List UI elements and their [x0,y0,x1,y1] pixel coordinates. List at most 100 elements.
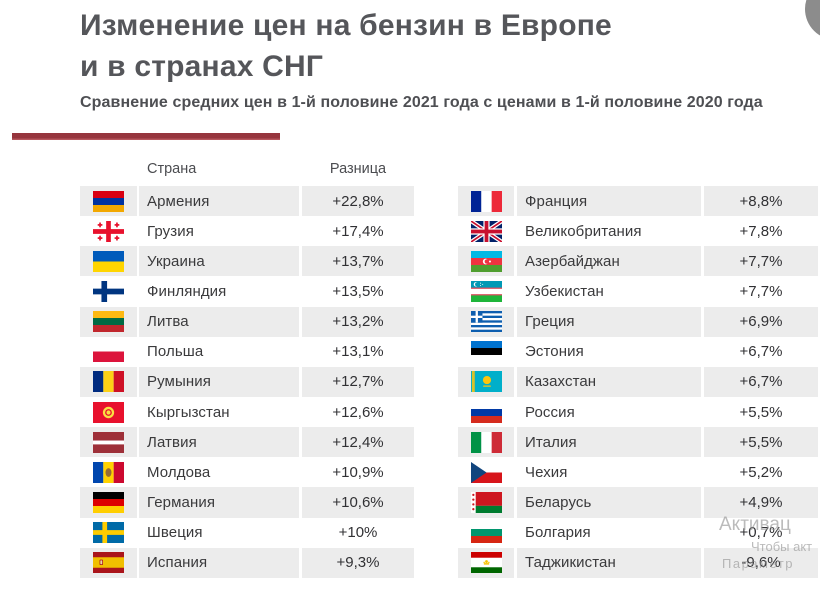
country-name-cell: Греция [517,306,701,337]
table-rows-left: Армения +22,8% Грузия +17,4% Украина +13,7% Фи… [80,186,414,578]
kyrgyzstan-flag-icon [93,401,124,423]
sweden-flag-icon [93,522,124,544]
finland-flag-icon [93,280,124,302]
difference-value: +10,6% [332,493,384,511]
table-row: Эстония +6,7% [458,337,818,367]
difference-value-cell: +6,7% [704,366,818,397]
country-name: Таджикистан [525,554,616,572]
difference-value-cell: +5,5% [704,427,818,458]
country-name-cell: Германия [139,487,299,518]
greece-flag-icon [470,311,502,333]
russia-flag-icon [470,401,502,423]
country-name-cell: Кыргызстан [139,397,299,427]
tajikistan-flag-icon [470,552,502,574]
title-line-1: Изменение цен на бензин в Европе [80,9,612,42]
difference-value: +7,7% [739,252,783,270]
table-row: Великобритания +7,8% [458,216,818,246]
watermark-line-1: Активац [719,514,791,535]
table-row: Латвия +12,4% [80,427,414,458]
belarus-flag-icon [470,491,502,513]
table-row: Румыния +12,7% [80,366,414,397]
country-name-cell: Латвия [139,427,299,458]
difference-value-cell: +5,5% [704,397,818,427]
country-name: Украина [147,252,205,270]
country-name-cell: Грузия [139,216,299,246]
country-name-cell: Италия [517,427,701,458]
flag-cell [80,276,137,306]
flag-cell [80,246,137,277]
difference-value-cell: +12,6% [302,397,414,427]
difference-value: +5,2% [739,463,783,481]
watermark-line-2: Чтобы акт [751,539,813,554]
table-row: Таджикистан -9,6% [458,547,818,578]
country-name: Испания [147,554,208,572]
difference-value-cell: +12,4% [302,427,414,458]
flag-cell [80,487,137,518]
flag-cell [458,276,514,306]
country-name: Германия [147,493,216,511]
difference-value: +8,8% [739,192,783,210]
country-name: Литва [147,313,189,331]
difference-value-cell: +12,7% [302,366,414,397]
country-name-cell: Румыния [139,366,299,397]
table-row: Финляндия +13,5% [80,276,414,306]
moldova-flag-icon [93,461,124,483]
country-name: Молдова [147,463,211,481]
difference-value: +13,5% [332,282,384,300]
difference-value-cell: +7,8% [704,216,818,246]
difference-value: +9,3% [336,554,380,572]
country-name: Грузия [147,222,194,240]
column-header-country: Страна [147,161,197,177]
difference-value: +5,5% [739,403,783,421]
table-row: Беларусь +4,9% [458,487,818,518]
country-name: Кыргызстан [147,403,230,421]
difference-value: -9,6% [741,554,781,572]
page-subtitle: Сравнение средних цен в 1-й половине 202… [80,94,763,111]
country-name: Болгария [525,524,591,542]
uzbekistan-flag-icon [470,280,502,302]
country-name-cell: Великобритания [517,216,701,246]
flag-cell [80,427,137,458]
flag-cell [80,457,137,487]
difference-value: +0,7% [739,524,783,542]
corner-circle-icon [805,0,820,40]
flag-cell [80,518,137,548]
flag-cell [80,547,137,578]
country-name: Эстония [525,343,584,361]
romania-flag-icon [93,371,124,393]
table-row: Франция +8,8% [458,186,818,217]
table-row: Болгария +0,7% [458,518,818,548]
france-flag-icon [470,190,502,212]
price-change-table-left: Страна Разница Армения +22,8% Грузия +17,4%… [80,160,414,578]
difference-value-cell: +6,7% [704,337,818,367]
country-name: Узбекистан [525,282,604,300]
difference-value: +6,7% [739,373,783,391]
country-name-cell: Эстония [517,337,701,367]
difference-value: +10% [338,524,378,542]
difference-value: +10,9% [332,463,384,481]
country-name: Великобритания [525,222,642,240]
country-name-cell: Литва [139,306,299,337]
country-name-cell: Швеция [139,518,299,548]
country-name: Греция [525,313,575,331]
difference-value: +17,4% [332,222,384,240]
flag-cell [458,246,514,277]
country-name: Россия [525,403,575,421]
italy-flag-icon [470,431,502,453]
difference-value-cell: +13,5% [302,276,414,306]
flag-cell [458,306,514,337]
table-row: Молдова +10,9% [80,457,414,487]
table-row: Кыргызстан +12,6% [80,397,414,427]
difference-value: +7,7% [739,282,783,300]
country-name-cell: Молдова [139,457,299,487]
watermark-line-3: Параметр [722,556,794,571]
flag-cell [458,397,514,427]
flag-cell [458,366,514,397]
table-row: Польша +13,1% [80,337,414,367]
table-row: Казахстан +6,7% [458,366,818,397]
country-name-cell: Польша [139,337,299,367]
flag-cell [80,216,137,246]
bulgaria-flag-icon [470,522,502,544]
table-row: Испания +9,3% [80,547,414,578]
country-name-cell: Финляндия [139,276,299,306]
